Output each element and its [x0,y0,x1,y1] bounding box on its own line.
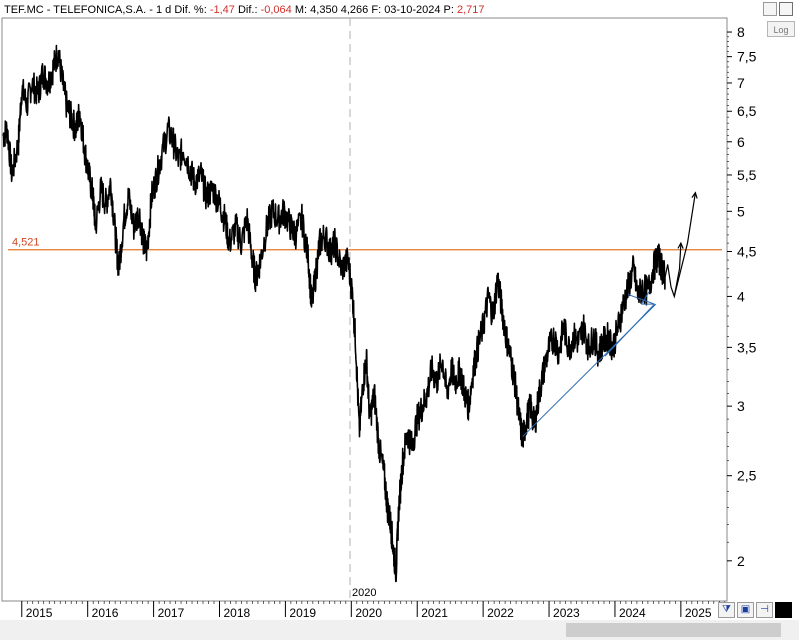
year-divider-label: 2020 [352,587,376,599]
plot-frame [1,17,728,602]
chart-header: TEF.MC - TELEFONICA,S.A. - 1 d Dif. %: -… [0,0,764,20]
x-tick-label: 2019 [289,606,316,620]
projection-arrow-2-arrowhead [691,191,698,199]
y-tick-label: 8 [737,24,745,40]
y-tick-label: 5,5 [737,167,757,183]
diff-label: Dif.: [237,4,258,16]
scrollbar-thumb[interactable] [566,623,781,637]
x-tick-label: 2017 [158,606,185,620]
x-tick-label: 2021 [421,606,448,620]
trendline [627,294,655,305]
max-value: 4,350 [310,4,338,16]
save-icon[interactable]: ▣ [737,602,754,618]
maximize-button[interactable] [779,2,793,16]
color-swatch-icon[interactable] [775,602,792,618]
y-tick-label: 3,5 [737,339,757,355]
max-label: M: [294,4,308,16]
log-scale-button[interactable]: Log [767,21,795,37]
window-controls [763,2,793,16]
pin-icon[interactable]: ⊣ [756,602,773,618]
projection-arrow-arrowhead [677,241,684,249]
price-line [2,44,666,583]
support-line-label: 4,521 [12,237,40,249]
y-tick-label: 4,5 [737,244,757,260]
chart-tools: ⧩ ▣ ⊣ [718,602,792,618]
x-tick-label: 2025 [685,606,712,620]
y-tick-label: 7 [737,75,745,91]
diff-pct-label: Dif. %: [174,4,207,16]
draw-tool-icon[interactable]: ⧩ [718,602,735,618]
minimize-button[interactable] [763,2,777,16]
p-label: P: [443,4,454,16]
p-value: 2,717 [457,4,485,16]
x-tick-label: 2018 [224,606,251,620]
x-tick-label: 2015 [26,606,53,620]
y-tick-label: 2,5 [737,468,757,484]
x-tick-label: 2024 [619,606,646,620]
x-tick-label: 2020 [355,606,382,620]
x-tick-label: 2023 [553,606,580,620]
trendline [604,303,655,357]
x-tick-label: 2016 [92,606,119,620]
y-tick-label: 7,5 [737,49,757,65]
y-tick-label: 3 [737,398,745,414]
low-value: 4,266 [340,4,369,16]
x-tick-label: 2022 [487,606,514,620]
y-tick-label: 4 [737,288,745,304]
y-tick-label: 6,5 [737,103,757,119]
symbol-label: TEF.MC - TELEFONICA,S.A. - [4,4,153,16]
diff-value: -0,064 [260,4,292,16]
date-label: F: [371,4,382,16]
period-label: 1 d [156,4,172,16]
y-tick-label: 5 [737,203,745,219]
y-tick-label: 6 [737,134,745,150]
y-tick-label: 2 [737,553,745,569]
projection-arrow-2 [673,192,696,297]
diff-pct-value: -1,47 [209,4,235,16]
projection-arrow [664,243,682,299]
date-value: 03-10-2024 [384,4,441,16]
trendline [640,291,650,305]
